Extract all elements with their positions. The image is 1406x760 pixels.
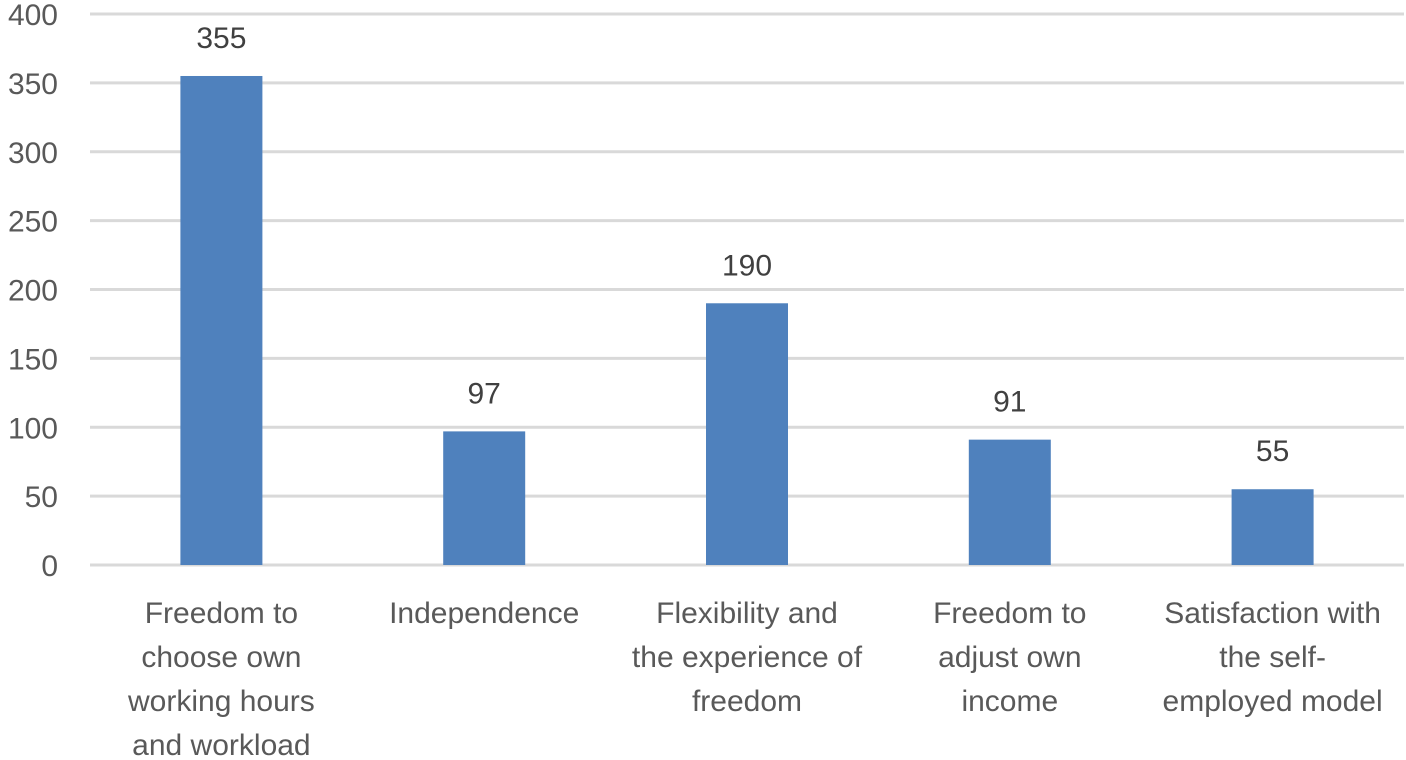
category-label-line: working hours (127, 685, 315, 718)
bar (443, 431, 526, 565)
bar (706, 303, 788, 565)
category-label-line: income (961, 685, 1058, 718)
category-label-line: choose own (141, 641, 301, 674)
y-tick-label: 250 (8, 206, 58, 239)
data-labels: 355 97 190 91 55 (196, 22, 1289, 468)
category-label-line: Flexibility and (656, 597, 838, 630)
category-label-line: Independence (389, 597, 579, 630)
data-label: 355 (196, 22, 246, 55)
category-label-line: and workload (132, 729, 310, 760)
category-label: Freedom to adjust own income (933, 597, 1086, 718)
category-label: Independence (389, 597, 579, 630)
category-label: Satisfaction with the self-employed model (1163, 597, 1383, 718)
category-label-line: Freedom to (933, 597, 1086, 630)
gridlines (90, 12, 1404, 567)
bars (180, 75, 1314, 566)
y-tick-label: 50 (25, 481, 58, 514)
y-axis-tick-labels: 0 50 100 150 200 250 300 350 400 (8, 0, 58, 583)
category-labels: Freedom to choose own working hours and wor… (127, 597, 1383, 760)
category-label-line: Satisfaction with (1164, 597, 1381, 630)
y-tick-label: 400 (8, 0, 58, 32)
y-tick-label: 100 (8, 412, 58, 445)
bar (1231, 489, 1314, 565)
category-label-line: Freedom to (145, 597, 298, 630)
category-label-line: freedom (692, 685, 802, 718)
data-label: 55 (1256, 435, 1289, 468)
data-label: 97 (468, 377, 501, 410)
y-tick-label: 0 (41, 550, 58, 583)
category-label-line: employed model (1163, 685, 1383, 718)
category-label: Freedom to choose own working hours and wor… (127, 597, 315, 760)
bar (180, 75, 263, 566)
y-tick-label: 150 (8, 343, 58, 376)
y-tick-label: 350 (8, 68, 58, 101)
y-tick-label: 300 (8, 137, 58, 170)
data-label: 190 (722, 249, 772, 282)
category-label-line: the experience of (632, 641, 863, 674)
y-tick-label: 200 (8, 275, 58, 308)
category-label-line: the self- (1219, 641, 1326, 674)
bar (968, 439, 1051, 565)
category-label: Flexibility and the experience of freedom (632, 597, 863, 718)
data-label: 91 (993, 386, 1026, 419)
category-label-line: adjust own (938, 641, 1081, 674)
